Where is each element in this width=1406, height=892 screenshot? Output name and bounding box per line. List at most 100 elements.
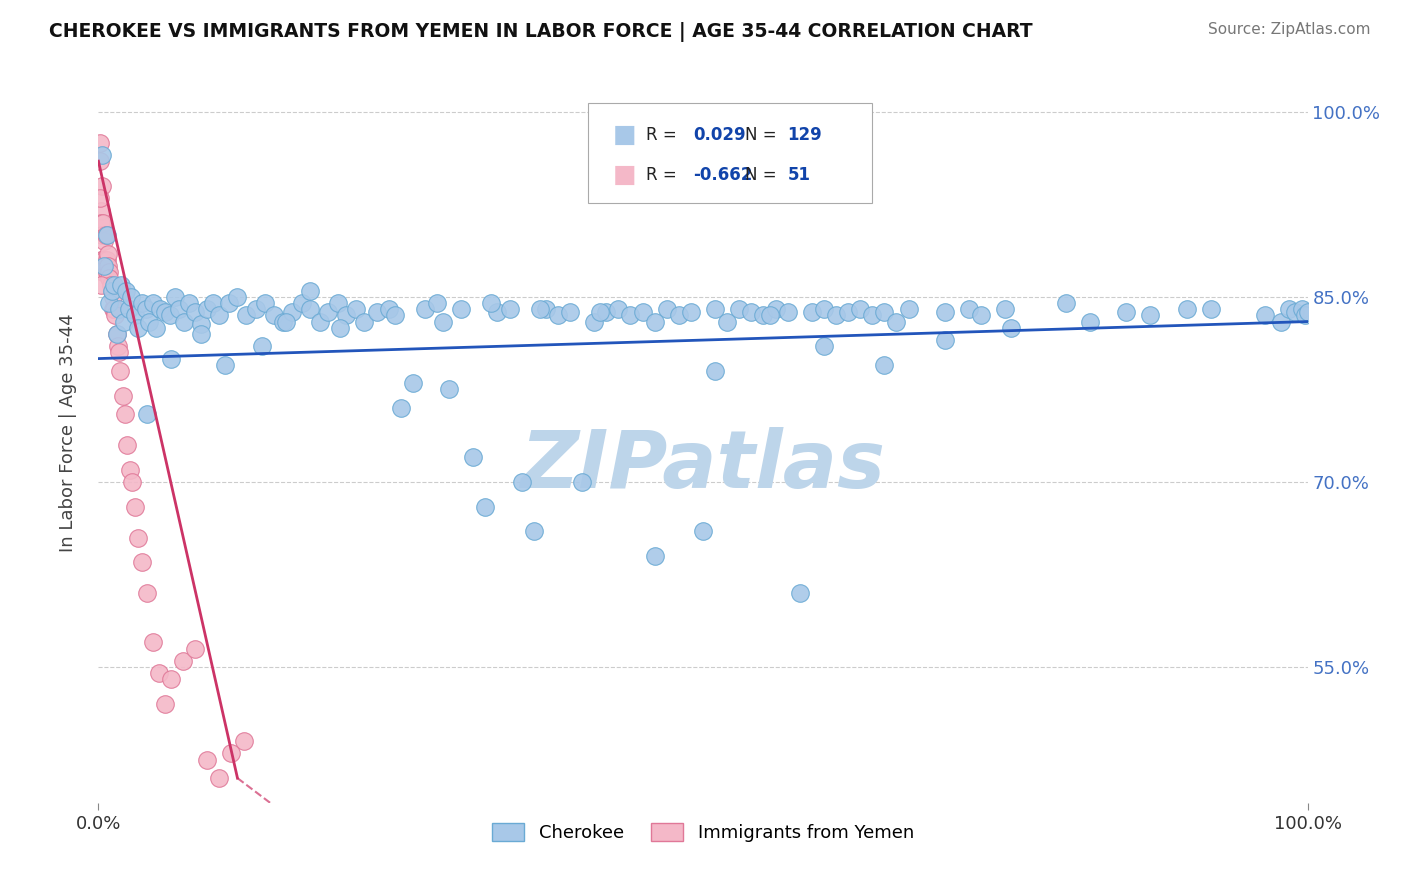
Point	[108, 302, 131, 317]
Point	[1054, 296, 1077, 310]
Point	[90, 277, 112, 292]
Point	[98, 265, 121, 279]
Point	[97, 259, 120, 273]
Point	[153, 304, 176, 318]
Point	[91, 178, 114, 193]
Point	[100, 284, 122, 298]
Text: R =: R =	[647, 126, 682, 144]
Point	[232, 734, 254, 748]
Point	[208, 771, 231, 785]
Point	[716, 315, 738, 329]
Point	[214, 358, 236, 372]
Point	[124, 500, 146, 514]
Point	[254, 296, 277, 310]
Point	[789, 586, 811, 600]
Point	[190, 326, 212, 341]
Point	[103, 277, 125, 292]
Point	[970, 309, 993, 323]
Point	[124, 309, 146, 323]
Point	[169, 302, 191, 317]
Point	[117, 438, 139, 452]
Point	[655, 302, 678, 317]
Point	[221, 747, 243, 761]
Point	[142, 296, 165, 310]
Point	[290, 296, 312, 310]
Point	[118, 302, 141, 317]
Point	[90, 216, 112, 230]
Point	[208, 309, 231, 323]
Point	[91, 148, 114, 162]
Point	[571, 475, 593, 489]
Point	[107, 339, 129, 353]
Point	[131, 296, 153, 310]
Point	[135, 586, 157, 600]
Point	[1284, 304, 1306, 318]
Point	[934, 333, 956, 347]
FancyBboxPatch shape	[588, 103, 872, 203]
Point	[886, 315, 908, 329]
Point	[1078, 315, 1101, 329]
Point	[96, 228, 118, 243]
Point	[486, 304, 509, 318]
Point	[148, 666, 170, 681]
Point	[108, 345, 131, 359]
Point	[308, 315, 330, 329]
Point	[145, 320, 167, 334]
Point	[450, 302, 472, 317]
Point	[547, 309, 569, 323]
Point	[426, 296, 449, 310]
Point	[160, 351, 183, 366]
Text: R =: R =	[647, 166, 682, 184]
Point	[860, 309, 883, 323]
Point	[474, 500, 496, 514]
Point	[758, 309, 780, 323]
Point	[274, 315, 297, 329]
Point	[800, 304, 823, 318]
Point	[837, 304, 859, 318]
Point	[825, 309, 848, 323]
Point	[631, 304, 654, 318]
Point	[1291, 302, 1313, 317]
Point	[160, 673, 183, 687]
Point	[752, 309, 775, 323]
Text: ■: ■	[613, 163, 636, 187]
Point	[765, 302, 787, 317]
Point	[135, 302, 157, 317]
Point	[704, 302, 727, 317]
Y-axis label: In Labor Force | Age 35-44: In Labor Force | Age 35-44	[59, 313, 77, 552]
Point	[589, 304, 612, 318]
Legend: Cherokee, Immigrants from Yemen: Cherokee, Immigrants from Yemen	[485, 815, 921, 849]
Point	[644, 549, 666, 563]
Point	[463, 450, 485, 465]
Point	[558, 304, 581, 318]
Point	[1278, 302, 1301, 317]
Point	[105, 326, 128, 341]
Point	[326, 296, 349, 310]
Point	[1199, 302, 1222, 317]
Point	[226, 290, 249, 304]
Point	[644, 315, 666, 329]
Point	[93, 252, 115, 267]
Point	[384, 309, 406, 323]
Point	[89, 191, 111, 205]
Point	[149, 302, 172, 317]
Point	[100, 284, 122, 298]
Point	[135, 407, 157, 421]
Point	[195, 302, 218, 317]
Point	[173, 315, 195, 329]
Point	[195, 753, 218, 767]
Text: ZIPatlas: ZIPatlas	[520, 427, 886, 505]
Point	[184, 304, 207, 318]
Point	[110, 277, 132, 292]
Point	[115, 284, 138, 298]
Point	[776, 304, 799, 318]
Point	[994, 302, 1017, 317]
Point	[263, 309, 285, 323]
Text: N =: N =	[745, 166, 778, 184]
Point	[138, 315, 160, 329]
Point	[740, 304, 762, 318]
Point	[202, 296, 225, 310]
Point	[583, 315, 606, 329]
Point	[108, 364, 131, 378]
Point	[389, 401, 412, 415]
